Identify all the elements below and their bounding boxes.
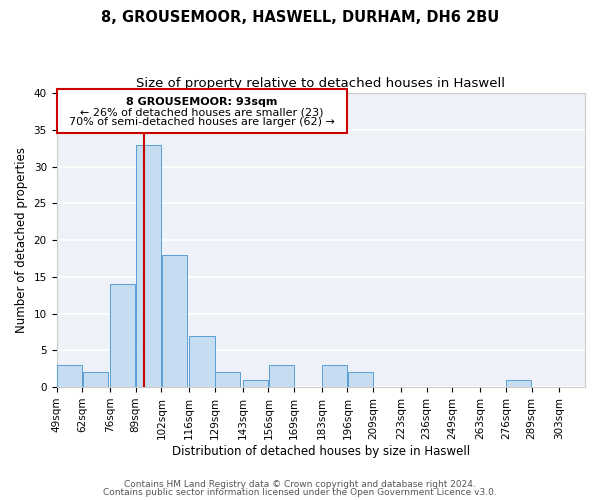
Text: ← 26% of detached houses are smaller (23): ← 26% of detached houses are smaller (23… (80, 107, 324, 117)
Bar (162, 255, 187, 387)
Bar (506, 380, 531, 387)
Bar (215, 372, 241, 387)
X-axis label: Distribution of detached houses by size in Haswell: Distribution of detached houses by size … (172, 444, 470, 458)
Text: 8, GROUSEMOOR, HASWELL, DURHAM, DH6 2BU: 8, GROUSEMOOR, HASWELL, DURHAM, DH6 2BU (101, 10, 499, 25)
Title: Size of property relative to detached houses in Haswell: Size of property relative to detached ho… (136, 78, 505, 90)
Bar (57, 365, 82, 387)
Bar (322, 365, 347, 387)
Text: 70% of semi-detached houses are larger (62) →: 70% of semi-detached houses are larger (… (69, 116, 335, 126)
Bar (348, 372, 373, 387)
Text: 8 GROUSEMOOR: 93sqm: 8 GROUSEMOOR: 93sqm (127, 96, 278, 106)
Bar (83, 372, 107, 387)
Bar (56, 90, 347, 134)
Y-axis label: Number of detached properties: Number of detached properties (15, 147, 28, 333)
Bar (190, 336, 215, 387)
Bar (136, 144, 161, 387)
Bar (110, 284, 136, 387)
Bar (269, 365, 294, 387)
Text: Contains HM Land Registry data © Crown copyright and database right 2024.: Contains HM Land Registry data © Crown c… (124, 480, 476, 489)
Text: Contains public sector information licensed under the Open Government Licence v3: Contains public sector information licen… (103, 488, 497, 497)
Bar (243, 380, 268, 387)
